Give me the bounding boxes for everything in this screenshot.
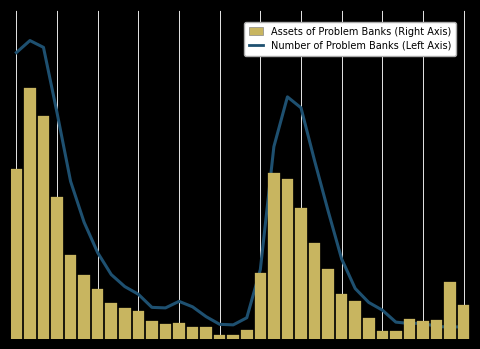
- Bar: [200, 327, 212, 339]
- Bar: [38, 116, 49, 339]
- Bar: [349, 301, 361, 339]
- Bar: [458, 305, 469, 339]
- Bar: [78, 275, 90, 339]
- Bar: [51, 196, 63, 339]
- Bar: [417, 321, 429, 339]
- Bar: [254, 273, 266, 339]
- Bar: [160, 324, 171, 339]
- Bar: [228, 335, 239, 339]
- Bar: [24, 88, 36, 339]
- Bar: [132, 311, 144, 339]
- Bar: [282, 179, 293, 339]
- Bar: [173, 322, 185, 339]
- Bar: [309, 243, 320, 339]
- Bar: [241, 329, 252, 339]
- Bar: [295, 208, 307, 339]
- Bar: [187, 327, 198, 339]
- Bar: [404, 319, 415, 339]
- Bar: [336, 294, 348, 339]
- Bar: [65, 255, 76, 339]
- Legend: Assets of Problem Banks (Right Axis), Number of Problem Banks (Left Axis): Assets of Problem Banks (Right Axis), Nu…: [244, 22, 456, 55]
- Bar: [106, 303, 117, 339]
- Bar: [119, 308, 131, 339]
- Bar: [323, 269, 334, 339]
- Bar: [92, 289, 104, 339]
- Bar: [444, 282, 456, 339]
- Bar: [11, 169, 22, 339]
- Bar: [376, 331, 388, 339]
- Bar: [363, 318, 374, 339]
- Bar: [268, 173, 280, 339]
- Bar: [146, 321, 157, 339]
- Bar: [214, 335, 226, 339]
- Bar: [431, 320, 442, 339]
- Bar: [390, 331, 402, 339]
